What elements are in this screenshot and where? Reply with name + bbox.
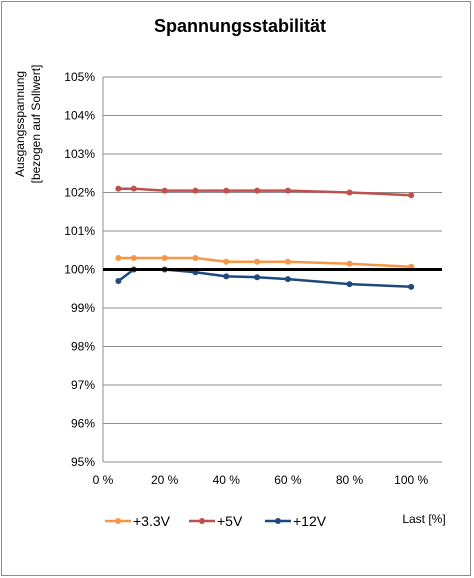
y-tick-label: 95% xyxy=(71,455,95,469)
data-point xyxy=(223,273,230,280)
x-tick-label: 40 % xyxy=(213,473,241,487)
chart-title: Spannungsstabilität xyxy=(154,16,326,36)
x-tick-label: 20 % xyxy=(151,473,179,487)
y-tick-label: 102% xyxy=(64,186,95,200)
data-point xyxy=(408,192,415,199)
y-tick-label: 97% xyxy=(71,378,95,392)
data-point xyxy=(284,258,291,265)
y-tick-labels: 95% 96% 97% 98% 99% 100% 101% 102% 103% 104% 105% xyxy=(64,70,95,469)
data-point xyxy=(346,281,353,288)
data-point xyxy=(115,278,122,285)
y-axis-label-line-2: [bezogen auf Sollwert] xyxy=(29,65,43,184)
legend-label: +3.3V xyxy=(133,513,171,529)
y-axis-label: Ausgangsspannung [bezogen auf Sollwert] xyxy=(13,65,43,184)
data-point xyxy=(223,258,230,265)
legend: +3.3V +5V +12V xyxy=(105,513,327,529)
data-point xyxy=(115,185,122,192)
data-point xyxy=(408,283,415,290)
data-point xyxy=(192,254,199,261)
data-point xyxy=(130,254,137,261)
y-tick-label: 101% xyxy=(64,224,95,238)
y-tick-label: 98% xyxy=(71,340,95,354)
legend-marker xyxy=(115,518,121,524)
legend-label: +5V xyxy=(217,513,243,529)
x-tick-label: 80 % xyxy=(336,473,364,487)
series-lines xyxy=(103,185,442,290)
y-tick-label: 105% xyxy=(64,70,95,84)
y-tick-label: 100% xyxy=(64,263,95,277)
x-tick-label: 100 % xyxy=(394,473,428,487)
x-tick-label: 60 % xyxy=(274,473,302,487)
data-point xyxy=(192,187,199,194)
data-point xyxy=(346,260,353,267)
data-point xyxy=(284,187,291,194)
y-tick-label: 96% xyxy=(71,417,95,431)
data-point xyxy=(254,274,261,281)
data-point xyxy=(254,258,261,265)
y-tick-label: 104% xyxy=(64,109,95,123)
legend-label: +12V xyxy=(293,513,327,529)
data-point xyxy=(223,187,230,194)
data-point xyxy=(161,187,168,194)
legend-marker xyxy=(199,518,205,524)
series-line xyxy=(117,268,412,289)
data-point xyxy=(115,254,122,261)
data-point xyxy=(161,254,168,261)
legend-marker xyxy=(275,518,281,524)
y-tick-label: 99% xyxy=(71,301,95,315)
data-point xyxy=(284,276,291,283)
data-point xyxy=(254,187,261,194)
x-tick-label: 0 % xyxy=(93,473,114,487)
x-axis-label: Last [%] xyxy=(402,512,445,526)
y-tick-label: 103% xyxy=(64,147,95,161)
data-point xyxy=(130,185,137,192)
y-axis-label-line-1: Ausgangsspannung xyxy=(13,71,27,177)
data-point xyxy=(346,189,353,196)
x-tick-labels: 0 % 20 % 40 % 60 % 80 % 100 % xyxy=(93,473,429,487)
